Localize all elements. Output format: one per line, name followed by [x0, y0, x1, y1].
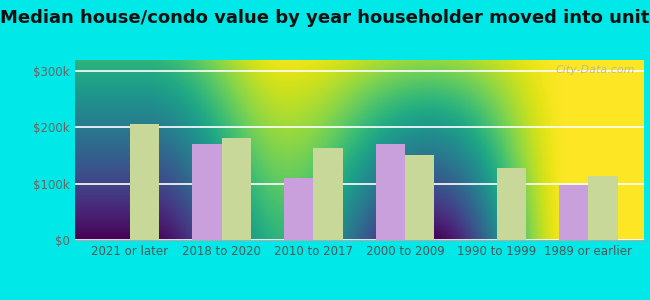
Bar [588, 176, 618, 240]
Text: City-Data.com: City-Data.com [556, 65, 635, 75]
Bar [376, 144, 405, 240]
Bar [405, 154, 434, 240]
Bar [559, 185, 588, 240]
Bar [284, 178, 313, 240]
Bar [313, 148, 343, 240]
Bar [192, 144, 222, 240]
Bar [497, 168, 526, 240]
Bar [130, 124, 159, 240]
Text: Median house/condo value by year householder moved into unit: Median house/condo value by year househo… [0, 9, 650, 27]
Bar [222, 138, 251, 240]
